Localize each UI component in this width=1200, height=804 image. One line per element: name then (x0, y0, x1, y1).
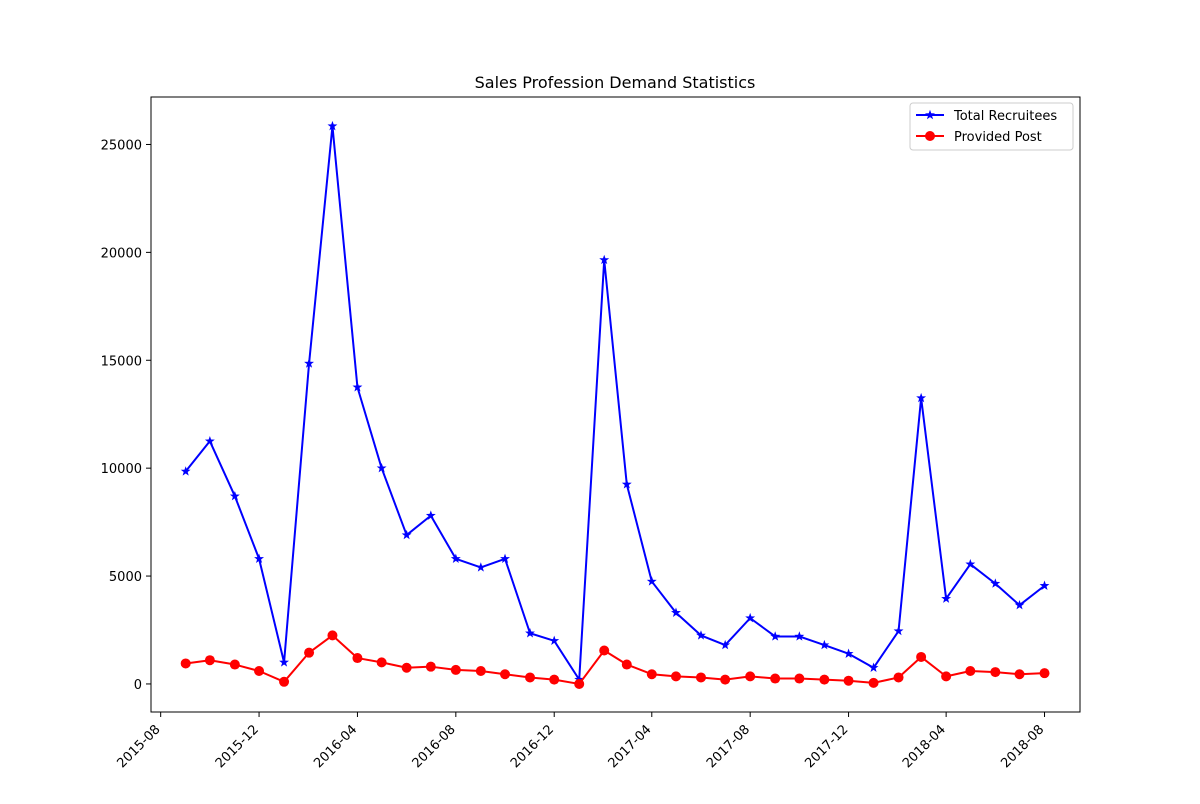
data-point-provided-post (475, 666, 486, 676)
legend-label-total-recruitees: Total Recruitees (953, 109, 1057, 124)
data-point-provided-post (770, 673, 781, 684)
data-point-provided-post (327, 630, 338, 641)
data-point-total-recruitees (327, 120, 338, 131)
data-point-provided-post (500, 669, 511, 680)
data-point-provided-post (599, 645, 610, 656)
data-point-provided-post (574, 678, 585, 689)
data-point-provided-post (401, 662, 412, 673)
data-point-provided-post (893, 672, 904, 683)
data-point-total-recruitees (500, 553, 510, 563)
legend-label-provided-post: Provided Post (954, 130, 1042, 145)
data-point-total-recruitees (254, 553, 265, 563)
legend: Total Recruitees Provided Post (909, 102, 1074, 151)
data-point-provided-post (1014, 669, 1025, 680)
data-point-provided-post (695, 672, 706, 683)
data-point-provided-post (1039, 668, 1050, 679)
data-point-provided-post (670, 671, 681, 682)
data-point-provided-post (549, 674, 560, 685)
data-point-total-recruitees (916, 392, 927, 403)
data-point-provided-post (229, 659, 240, 670)
data-point-total-recruitees (401, 529, 412, 540)
series-line-total-recruitees (184, 125, 1046, 681)
data-point-total-recruitees (304, 358, 314, 368)
data-point-provided-post (868, 677, 879, 688)
data-point-total-recruitees (990, 578, 1001, 588)
data-point-total-recruitees (1014, 599, 1025, 610)
y-tick-label: 10000 (101, 462, 142, 477)
data-point-provided-post (352, 653, 363, 664)
data-point-provided-post (180, 658, 191, 669)
y-axis: 0 5000 10000 15000 20000 25000 (101, 138, 151, 693)
data-point-total-recruitees (843, 648, 854, 658)
data-point-total-recruitees (1039, 580, 1050, 590)
data-point-total-recruitees (794, 631, 805, 641)
data-point-provided-post (916, 651, 927, 662)
data-point-provided-post (621, 659, 632, 670)
y-tick-label: 20000 (101, 246, 142, 261)
data-point-total-recruitees (425, 510, 436, 520)
data-point-total-recruitees (696, 630, 706, 640)
data-point-total-recruitees (599, 254, 610, 265)
data-point-total-recruitees (893, 625, 904, 636)
data-point-total-recruitees (868, 662, 879, 672)
y-tick-label: 5000 (109, 570, 142, 585)
data-point-provided-post (646, 669, 657, 680)
data-point-provided-post (990, 667, 1001, 678)
data-point-total-recruitees (549, 635, 560, 645)
data-point-total-recruitees (965, 558, 976, 569)
data-point-total-recruitees (229, 491, 240, 501)
chart-title: Sales Profession Demand Statistics (475, 73, 756, 92)
data-point-provided-post (941, 671, 952, 682)
data-point-provided-post (720, 674, 731, 685)
data-point-provided-post (965, 666, 976, 676)
data-point-total-recruitees (525, 628, 535, 638)
data-point-total-recruitees (770, 631, 781, 641)
data-point-provided-post (304, 647, 315, 658)
data-point-total-recruitees (180, 466, 191, 476)
data-point-total-recruitees (352, 382, 363, 392)
data-point-provided-post (843, 675, 854, 686)
data-point-provided-post (425, 661, 436, 672)
data-point-total-recruitees (279, 657, 290, 667)
data-point-provided-post (450, 664, 461, 675)
data-point-provided-post (525, 672, 536, 683)
data-point-provided-post (819, 674, 830, 685)
data-point-total-recruitees (621, 479, 632, 489)
data-point-provided-post (204, 655, 215, 666)
data-point-total-recruitees (204, 435, 215, 446)
data-point-total-recruitees (450, 553, 461, 563)
legend-star-icon (925, 109, 935, 120)
series-layer (180, 120, 1050, 689)
data-point-provided-post (794, 673, 805, 684)
data-point-provided-post (279, 676, 290, 687)
legend-circle-icon (925, 131, 935, 141)
data-point-total-recruitees (671, 607, 681, 617)
data-point-total-recruitees (745, 612, 756, 623)
legend-box (909, 102, 1074, 151)
y-tick-label: 15000 (101, 354, 142, 369)
y-tick-label: 0 (134, 678, 142, 693)
data-point-total-recruitees (819, 639, 830, 650)
data-point-total-recruitees (646, 576, 657, 586)
data-point-total-recruitees (720, 639, 731, 650)
y-tick-label: 25000 (101, 138, 142, 153)
data-point-provided-post (745, 671, 756, 682)
data-point-total-recruitees (941, 593, 952, 603)
plot-frame (150, 96, 1081, 713)
data-point-provided-post (376, 657, 387, 668)
data-point-total-recruitees (376, 462, 387, 473)
data-point-total-recruitees (475, 562, 486, 572)
data-point-provided-post (254, 666, 265, 676)
